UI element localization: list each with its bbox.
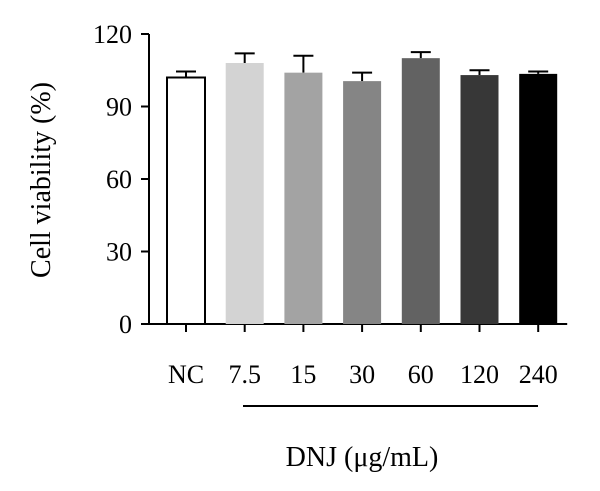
y-axis-title: Cell viability (%) (26, 82, 57, 278)
x-tick-label: 30 (349, 360, 375, 389)
y-tick-label: 120 (93, 20, 132, 49)
group-label: DNJ (μg/mL) (286, 442, 439, 473)
x-tick-label: 7.5 (228, 360, 261, 389)
bar (460, 75, 499, 324)
bar (284, 72, 323, 325)
bar (343, 81, 382, 324)
y-tick-label: 90 (106, 93, 132, 122)
y-tick-label: 30 (106, 238, 132, 267)
bar (225, 63, 264, 324)
y-tick-label: 0 (119, 310, 132, 339)
x-tick-label: NC (168, 360, 204, 389)
bar (166, 76, 206, 325)
bar (401, 58, 440, 325)
x-tick-label: 240 (519, 360, 558, 389)
bar (519, 73, 558, 324)
chart-marks: 0 30 60 90 120 NC 7.5 15 30 60 120 240 (93, 20, 568, 389)
x-tick-label: 15 (290, 360, 316, 389)
x-tick-label: 120 (460, 360, 499, 389)
x-tick-label: 60 (408, 360, 434, 389)
y-tick-label: 60 (106, 165, 132, 194)
